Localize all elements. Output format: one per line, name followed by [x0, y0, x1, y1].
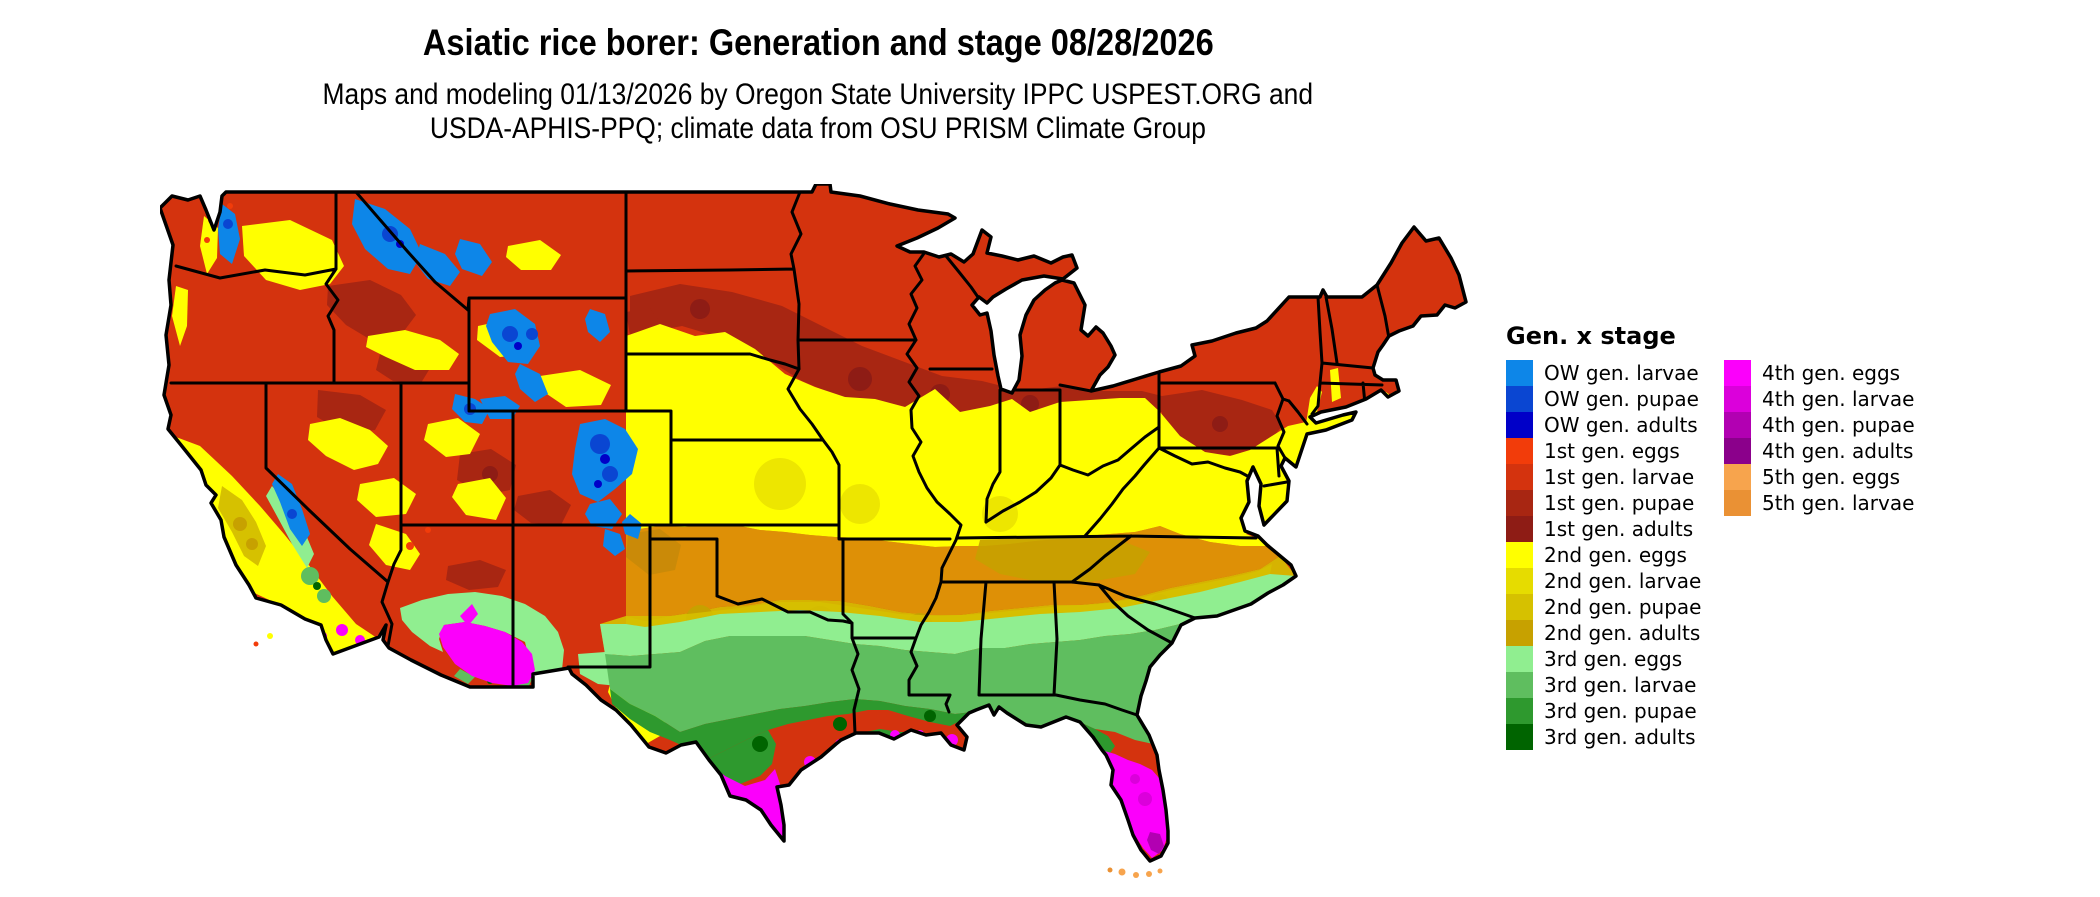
legend-label: 1st gen. pupae [1544, 491, 1695, 515]
legend-columns: OW gen. larvae OW gen. pupae OW gen. adult… [1506, 360, 1915, 750]
legend-swatch [1724, 412, 1751, 438]
region-ow-gen [218, 199, 642, 556]
legend-label: OW gen. pupae [1544, 387, 1699, 411]
legend-column-right: 4th gen. eggs 4th gen. larvae 4th gen. pup… [1724, 360, 1915, 750]
legend-swatch [1506, 542, 1533, 568]
legend-swatch [1506, 594, 1533, 620]
legend-entry: 5th gen. eggs [1724, 464, 1915, 490]
legend-label: 3rd gen. adults [1544, 725, 1696, 749]
legend-entry: 4th gen. adults [1724, 438, 1915, 464]
legend-swatch [1506, 438, 1533, 464]
legend-label: 2nd gen. pupae [1544, 595, 1702, 619]
legend-swatch [1506, 412, 1533, 438]
legend-entry: 4th gen. eggs [1724, 360, 1915, 386]
legend-swatch [1724, 438, 1751, 464]
legend-label: 2nd gen. adults [1544, 621, 1701, 645]
legend-swatch [1506, 386, 1533, 412]
legend-label: 2nd gen. larvae [1544, 569, 1702, 593]
florida-keys-and-islands [187, 201, 1163, 878]
legend-swatch [1724, 464, 1751, 490]
legend-swatch [1506, 724, 1533, 750]
legend-swatch [1506, 672, 1533, 698]
us-generation-stage-map [158, 182, 1468, 878]
legend-label: 3rd gen. pupae [1544, 699, 1697, 723]
legend-swatch [1724, 386, 1751, 412]
legend-entry: 1st gen. larvae [1506, 464, 1724, 490]
legend-label: 3rd gen. eggs [1544, 647, 1683, 671]
legend-entry: 1st gen. pupae [1506, 490, 1724, 516]
legend-swatch [1724, 360, 1751, 386]
legend-label: 1st gen. eggs [1544, 439, 1680, 463]
legend-swatch [1506, 464, 1533, 490]
legend-entry: OW gen. larvae [1506, 360, 1724, 386]
legend-entry: 2nd gen. eggs [1506, 542, 1724, 568]
map-raster-regions [160, 184, 1466, 861]
legend-swatch [1506, 568, 1533, 594]
legend-entry: 2nd gen. larvae [1506, 568, 1724, 594]
legend-entry: 4th gen. larvae [1724, 386, 1915, 412]
legend-label: 5th gen. larvae [1762, 491, 1915, 515]
legend-swatch [1506, 646, 1533, 672]
legend-label: 3rd gen. larvae [1544, 673, 1697, 697]
legend-label: 4th gen. larvae [1762, 387, 1915, 411]
legend-entry: 3rd gen. pupae [1506, 698, 1724, 724]
map-header: Asiatic rice borer: Generation and stage… [0, 22, 1636, 146]
legend-swatch [1506, 490, 1533, 516]
legend-entry: 1st gen. adults [1506, 516, 1724, 542]
map-area [158, 182, 1470, 892]
state-boundaries [169, 190, 1392, 735]
legend-entry: 3rd gen. larvae [1506, 672, 1724, 698]
legend-swatch [1506, 620, 1533, 646]
legend-label: 1st gen. larvae [1544, 465, 1695, 489]
legend: Gen. x stage OW gen. larvae OW gen. pupae… [1506, 322, 1915, 750]
subtitle-line-1: Maps and modeling 01/13/2026 by Oregon S… [322, 78, 1314, 111]
legend-label: OW gen. adults [1544, 413, 1698, 437]
legend-label: 5th gen. eggs [1762, 465, 1901, 489]
legend-entry: 4th gen. pupae [1724, 412, 1915, 438]
legend-label: 4th gen. eggs [1762, 361, 1901, 385]
page-title: Asiatic rice borer: Generation and stage… [422, 22, 1214, 63]
subtitle-line-2: USDA-APHIS-PPQ; climate data from OSU PR… [429, 112, 1207, 145]
legend-column-left: OW gen. larvae OW gen. pupae OW gen. adult… [1506, 360, 1724, 750]
legend-entry: 3rd gen. eggs [1506, 646, 1724, 672]
legend-entry: 3rd gen. adults [1506, 724, 1724, 750]
legend-entry: OW gen. adults [1506, 412, 1724, 438]
legend-swatch [1506, 698, 1533, 724]
legend-label: 4th gen. adults [1762, 439, 1914, 463]
legend-entry: 1st gen. eggs [1506, 438, 1724, 464]
map-subtitle: Maps and modeling 01/13/2026 by Oregon S… [0, 78, 1636, 146]
legend-entry: OW gen. pupae [1506, 386, 1724, 412]
legend-swatch [1724, 490, 1751, 516]
legend-label: 4th gen. pupae [1762, 413, 1915, 437]
legend-entry: 5th gen. larvae [1724, 490, 1915, 516]
legend-swatch [1506, 516, 1533, 542]
legend-entry: 2nd gen. adults [1506, 620, 1724, 646]
legend-label: OW gen. larvae [1544, 361, 1699, 385]
legend-entry: 2nd gen. pupae [1506, 594, 1724, 620]
legend-title: Gen. x stage [1506, 322, 1676, 350]
legend-swatch [1506, 360, 1533, 386]
legend-label: 2nd gen. eggs [1544, 543, 1687, 567]
legend-label: 1st gen. adults [1544, 517, 1694, 541]
